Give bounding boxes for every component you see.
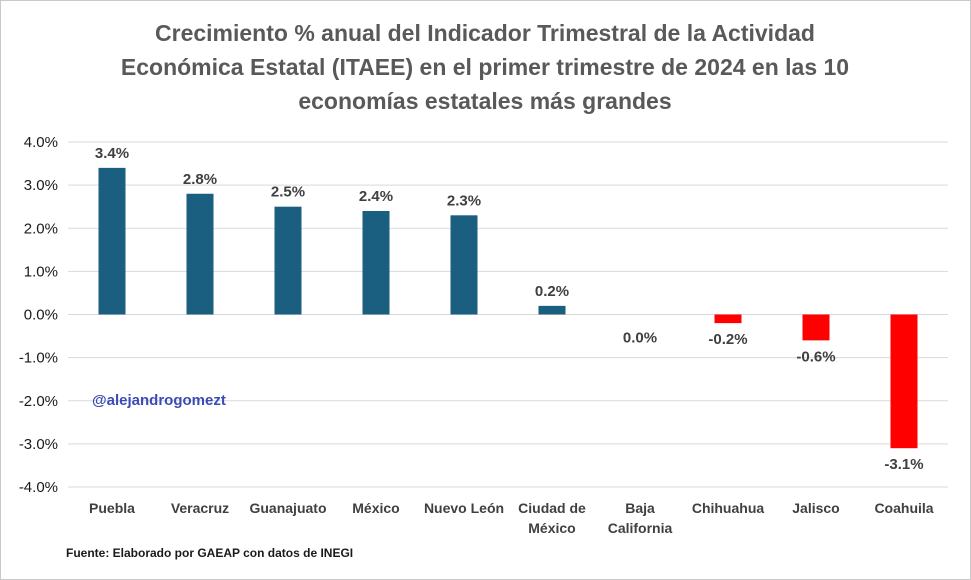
bar xyxy=(186,193,214,315)
chart-title-line-3: economías estatales más grandes xyxy=(298,88,672,114)
y-tick-label: 0.0% xyxy=(24,307,58,324)
bar xyxy=(450,215,478,315)
data-label: -0.6% xyxy=(796,348,835,365)
y-tick-label: 3.0% xyxy=(24,177,58,194)
source-note: Fuente: Elaborado por GAEAP con datos de… xyxy=(66,546,354,560)
x-tick-label: California xyxy=(608,520,673,536)
bar xyxy=(802,314,830,341)
y-tick-label: -3.0% xyxy=(19,436,58,453)
y-tick-label: 4.0% xyxy=(24,134,58,151)
data-label: 2.3% xyxy=(447,192,481,209)
author-handle: @alejandrogomezt xyxy=(92,392,226,409)
data-label: 2.5% xyxy=(271,184,305,201)
x-tick-label: Baja xyxy=(625,500,655,516)
x-tick-label: México xyxy=(352,500,399,516)
x-tick-label: Veracruz xyxy=(171,500,229,516)
x-tick-label: Chihuahua xyxy=(692,500,765,516)
y-tick-label: 2.0% xyxy=(24,220,58,237)
x-tick-label: Jalisco xyxy=(792,500,839,516)
y-tick-label: -2.0% xyxy=(19,393,58,410)
x-tick-label: Guanajuato xyxy=(249,500,326,516)
bar xyxy=(98,167,126,315)
data-label: 2.4% xyxy=(359,188,393,205)
y-tick-label: -4.0% xyxy=(19,479,58,496)
bar xyxy=(362,211,390,315)
data-label: 2.8% xyxy=(183,171,217,188)
bar xyxy=(890,314,918,449)
data-label: 0.2% xyxy=(535,283,569,300)
bar xyxy=(714,314,742,324)
data-label: -3.1% xyxy=(884,456,923,473)
data-label: 0.0% xyxy=(623,330,657,347)
x-tick-label: Ciudad de xyxy=(518,500,586,516)
bar xyxy=(274,206,302,315)
y-tick-label: 1.0% xyxy=(24,263,58,280)
x-tick-label: México xyxy=(528,520,575,536)
x-tick-label: Nuevo León xyxy=(424,500,504,516)
chart-title-line-2: Económica Estatal (ITAEE) en el primer t… xyxy=(120,54,850,80)
x-tick-label: Puebla xyxy=(89,500,135,516)
data-label: 3.4% xyxy=(95,145,129,162)
chart-title: Crecimiento % anual del Indicador Trimes… xyxy=(60,16,910,118)
y-tick-label: -1.0% xyxy=(19,350,58,367)
x-tick-label: Coahuila xyxy=(874,500,933,516)
chart-title-line-1: Crecimiento % anual del Indicador Trimes… xyxy=(155,20,815,46)
data-label: -0.2% xyxy=(708,331,747,348)
bar xyxy=(538,305,566,315)
